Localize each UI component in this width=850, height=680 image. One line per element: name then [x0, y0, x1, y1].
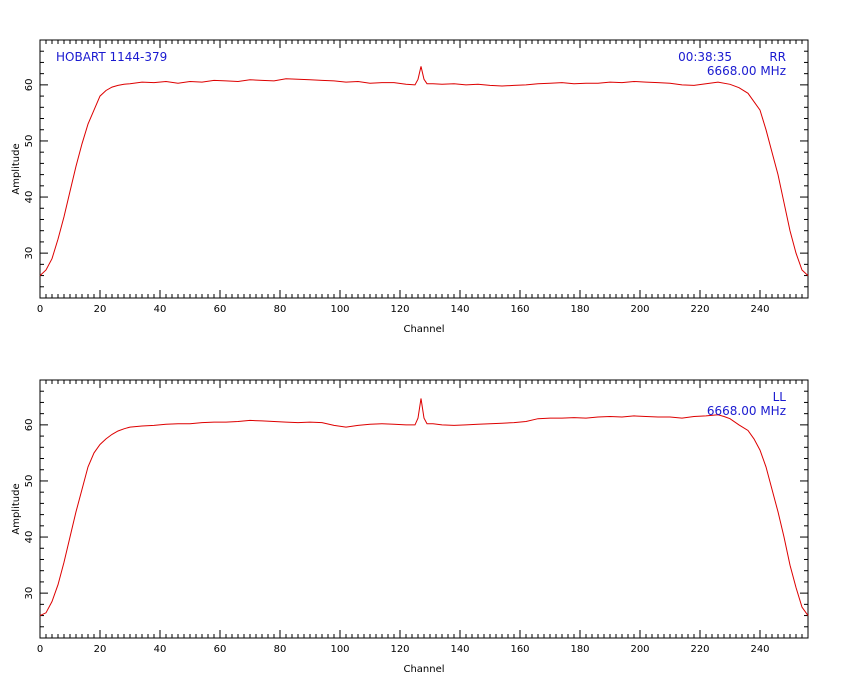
timestamp: 00:38:35 [678, 50, 732, 64]
source-name: HOBART 1144-379 [56, 50, 167, 64]
x-tick-label: 140 [450, 644, 469, 655]
x-tick-label: 140 [450, 304, 469, 315]
x-tick-label: 160 [510, 644, 529, 655]
frequency-label: 6668.00 MHz [707, 404, 786, 418]
x-tick-label: 160 [510, 304, 529, 315]
x-tick-label: 180 [570, 644, 589, 655]
x-tick-label: 100 [330, 304, 349, 315]
x-tick-label: 100 [330, 644, 349, 655]
x-tick-label: 200 [630, 304, 649, 315]
x-tick-label: 220 [690, 304, 709, 315]
x-tick-label: 0 [37, 304, 43, 315]
x-axis-label: Channel [403, 664, 444, 675]
y-axis-label: Amplitude [11, 143, 22, 194]
x-tick-label: 20 [94, 644, 107, 655]
x-tick-label: 180 [570, 304, 589, 315]
x-tick-label: 60 [214, 644, 227, 655]
polarization-label: RR [769, 50, 786, 64]
y-axis-label: Amplitude [11, 483, 22, 534]
x-tick-label: 240 [750, 644, 769, 655]
y-tick-label: 60 [24, 419, 35, 432]
y-tick-label: 30 [24, 587, 35, 600]
y-tick-label: 50 [24, 135, 35, 148]
x-tick-label: 20 [94, 304, 107, 315]
y-tick-label: 50 [24, 475, 35, 488]
x-tick-label: 80 [274, 644, 287, 655]
spectrum-trace [39, 398, 809, 617]
y-tick-label: 40 [24, 531, 35, 544]
x-tick-label: 60 [214, 304, 227, 315]
x-tick-label: 220 [690, 644, 709, 655]
x-tick-label: 120 [390, 644, 409, 655]
x-tick-label: 240 [750, 304, 769, 315]
x-tick-label: 40 [154, 644, 167, 655]
frequency-label: 6668.00 MHz [707, 64, 786, 78]
y-tick-label: 60 [24, 79, 35, 92]
x-axis-label: Channel [403, 324, 444, 335]
polarization-label: LL [773, 390, 787, 404]
x-tick-label: 0 [37, 644, 43, 655]
spectrum-trace [39, 66, 809, 276]
y-tick-label: 40 [24, 191, 35, 204]
x-tick-label: 120 [390, 304, 409, 315]
y-tick-label: 30 [24, 247, 35, 260]
x-tick-label: 80 [274, 304, 287, 315]
x-tick-label: 40 [154, 304, 167, 315]
x-tick-label: 200 [630, 644, 649, 655]
